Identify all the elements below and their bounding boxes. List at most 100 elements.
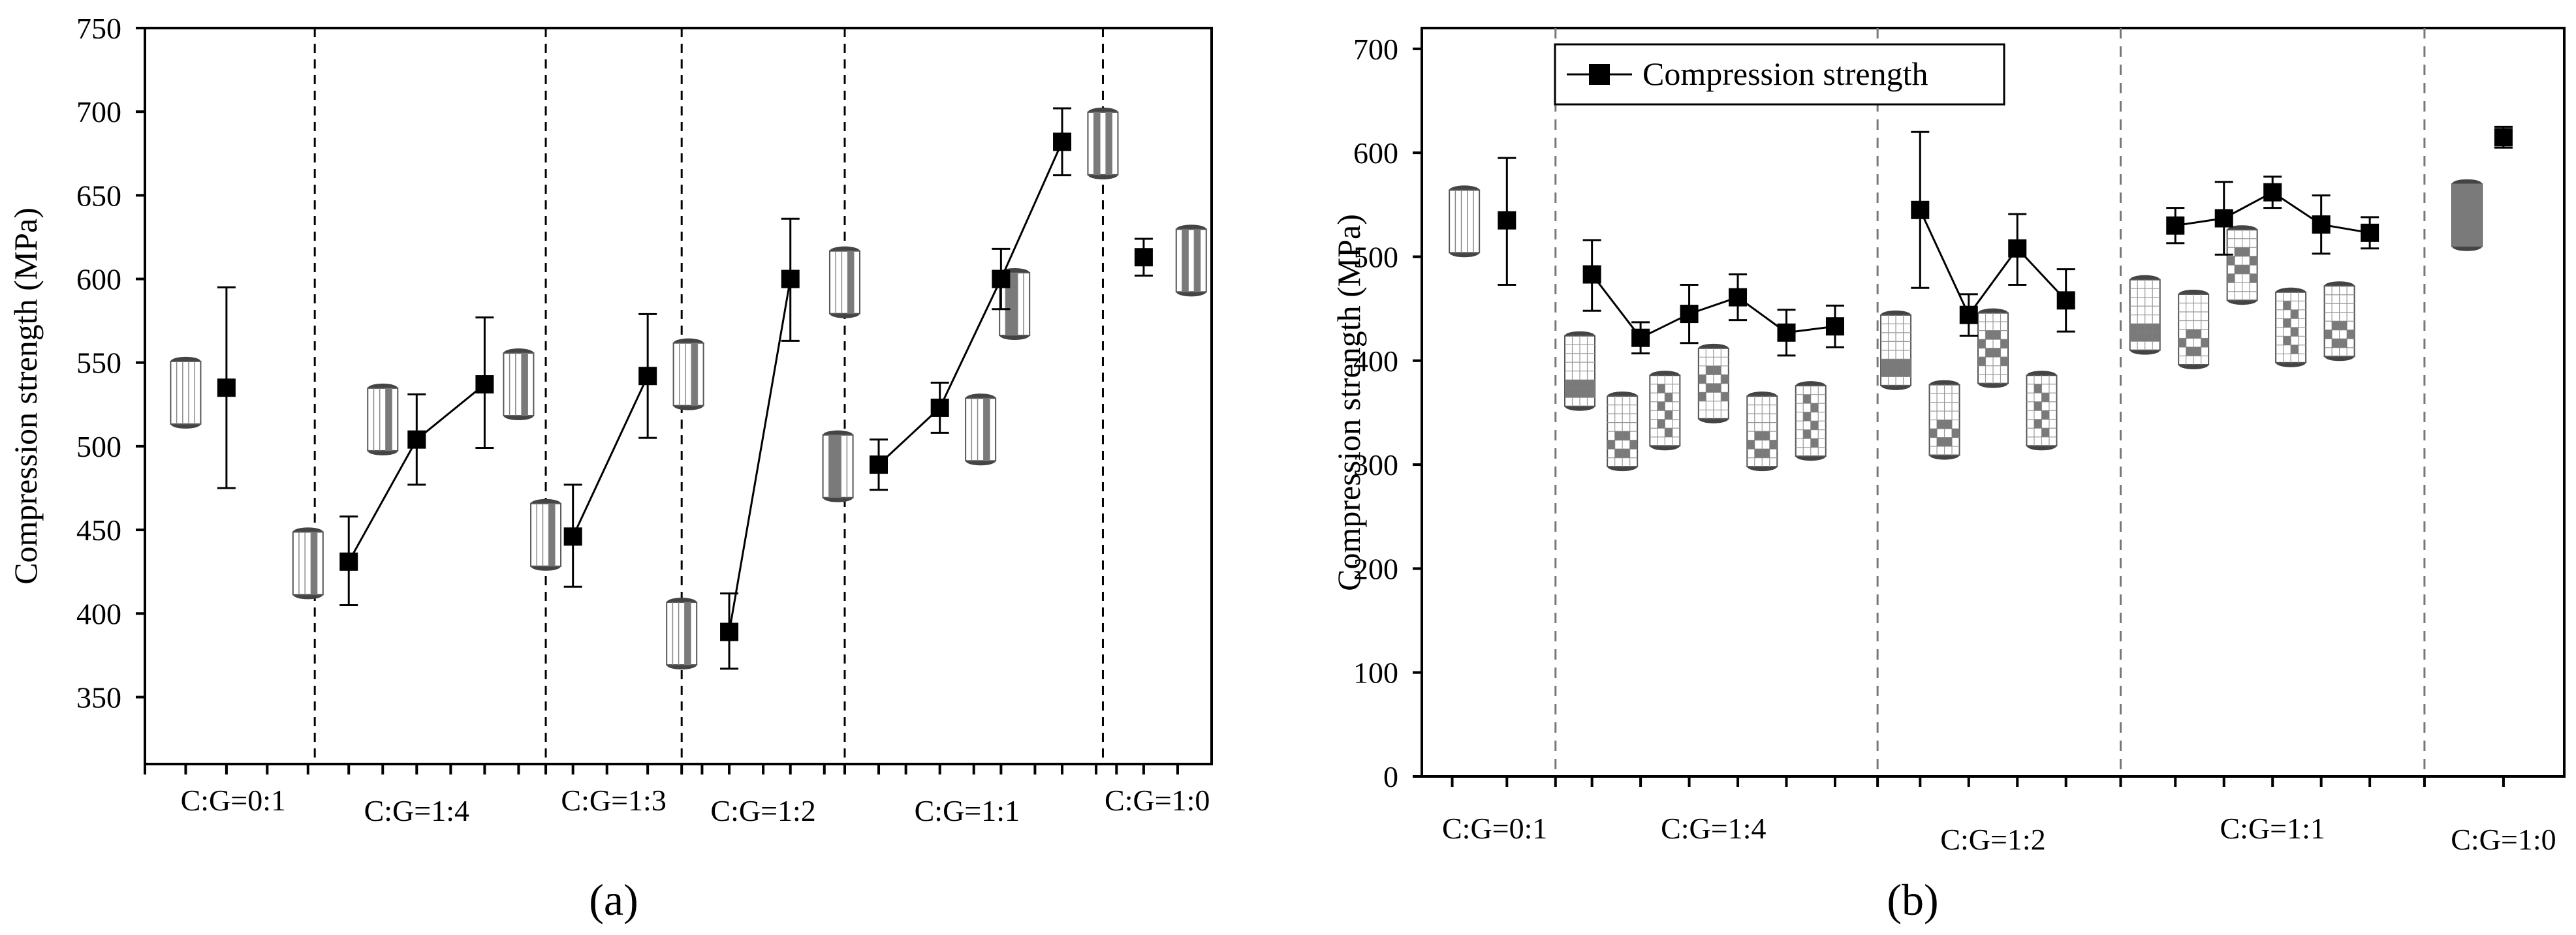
specimen-icon [1928,380,1960,460]
specimen-fill [1952,429,1960,438]
specimen-icon [828,246,860,318]
specimen-fill [1565,388,1573,398]
specimen-fill [548,503,555,566]
specimen-icon [530,498,562,571]
series-C-G-1-2 [1911,130,2075,337]
data-point [475,375,494,394]
specimen-fill [1944,420,1953,429]
specimen-fill [691,343,698,406]
specimen-fill [1607,440,1615,450]
y-tick-label: 400 [1353,345,1398,378]
data-point [2166,216,2185,235]
specimen-fill [385,388,392,451]
specimen-fill [1896,367,1904,377]
specimen-icon [2275,287,2307,367]
panel-a-plot-frame [144,27,1213,765]
specimen-fill [522,353,528,416]
specimen-fill [1754,431,1763,440]
panel-a-series [217,107,1153,670]
specimen-fill [2000,357,2008,366]
specimen-fill [2144,324,2153,333]
specimen-fill [1762,431,1770,440]
series-C-G-1-2 [720,217,800,670]
specimen-fill [2324,330,2333,339]
specimen-icon [2178,289,2210,369]
data-point [781,269,800,288]
specimen-fill [983,398,990,461]
data-point [2312,215,2331,234]
specimen-fill [1888,367,1896,377]
specimen-fill [828,435,841,498]
specimen-fill [1769,440,1778,450]
specimen-fill [1698,392,1706,401]
specimen-icon [2129,275,2161,355]
series-C-G-1-4 [339,316,494,606]
panel-b-y-ticks: 0 100 200 300 400 500 600 700 [1353,33,1422,793]
specimen-fill [1665,410,1673,420]
specimen-fill [2227,273,2235,283]
series-line [728,279,792,632]
data-point [720,622,739,641]
group-label: C:G=1:2 [710,794,815,827]
specimen-icon [1175,224,1207,297]
series-line [878,141,1063,466]
data-point [1582,265,1601,284]
data-point [1498,211,1516,230]
panel-a-chart: 350 400 450 500 550 600 650 700 750 C:G=0:1 C:G=1… [7,12,1213,925]
panel-b-x-ticks [1451,776,2505,787]
specimen-icon [367,383,399,455]
specimen-icon [1977,308,2009,388]
specimen-fill [1944,437,1953,447]
specimen-fill [2137,324,2145,333]
data-point [1825,317,1844,336]
specimen-icon [292,527,324,600]
y-tick-label: 700 [76,95,121,129]
specimen-fill [1754,449,1763,458]
specimen-fill [2152,324,2160,333]
specimen-fill [1810,438,1819,448]
specimen-icon [1564,331,1596,411]
series-C-G-1-4 [1582,239,1844,357]
specimen-fill [311,532,317,595]
specimen-icon [2323,281,2355,361]
panel-b-group-dividers [1554,28,2426,776]
specimen-fill [1721,375,1729,384]
specimen-fill [1903,359,1911,368]
specimen-body [292,531,324,596]
group-label: C:G=1:3 [561,784,666,817]
specimen-fill [1993,330,2001,340]
specimen-fill [2186,329,2194,339]
y-tick-label: 100 [1353,656,1398,690]
specimen-fill [2452,183,2483,247]
data-point [870,455,888,474]
specimen-fill [1993,348,2001,358]
data-point [1134,248,1153,267]
specimen-fill [1810,403,1819,412]
specimen-fill [1106,112,1112,175]
specimen-icon [1697,343,1729,423]
panel-b-series [1498,125,2513,357]
specimen-fill [1985,330,1993,340]
specimen-fill [1706,383,1714,393]
group-label: C:G=1:0 [1105,784,1210,817]
group-label: C:G=1:1 [915,794,1020,827]
specimen-fill [2250,256,2257,266]
specimen-fill [2235,247,2242,256]
specimen-fill [2144,332,2153,342]
specimen-fill [2291,327,2299,337]
specimen-fill [1881,359,1889,368]
specimen-fill [1698,375,1706,384]
specimen-icon [2451,179,2483,251]
specimen-body [672,342,704,406]
data-point [2263,183,2282,202]
specimen-fill [1721,392,1729,401]
legend-marker [1589,64,1610,85]
y-tick-label: 200 [1353,552,1398,585]
specimen-fill [1657,401,1665,411]
data-point [1729,288,1748,307]
panel-a-label: (a) [589,875,638,925]
specimen-fill [1614,449,1623,458]
data-point [992,269,1011,288]
data-point [1911,200,1930,219]
y-tick-label: 450 [76,513,121,547]
